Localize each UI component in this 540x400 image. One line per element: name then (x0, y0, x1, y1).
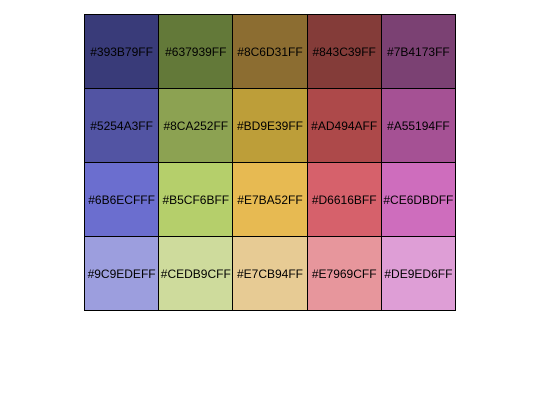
color-palette-grid: #393B79FF #637939FF #8C6D31FF #843C39FF … (84, 14, 456, 311)
swatch-hex-label: #8CA252FF (163, 119, 228, 133)
swatch-hex-label: #637939FF (165, 45, 226, 59)
swatch-hex-label: #DE9ED6FF (384, 267, 452, 281)
swatch-hex-label: #B5CF6BFF (162, 193, 229, 207)
swatch-hex-label: #AD494AFF (311, 119, 377, 133)
color-swatch: #E7BA52FF (233, 163, 307, 237)
swatch-hex-label: #BD9E39FF (237, 119, 303, 133)
swatch-hex-label: #E7969CFF (312, 267, 377, 281)
swatch-hex-label: #A55194FF (387, 119, 450, 133)
swatch-hex-label: #393B79FF (90, 45, 153, 59)
color-swatch: #5254A3FF (85, 89, 159, 163)
color-swatch: #CEDB9CFF (159, 237, 233, 311)
color-swatch: #843C39FF (308, 15, 382, 89)
color-swatch: #AD494AFF (308, 89, 382, 163)
swatch-hex-label: #D6616BFF (312, 193, 377, 207)
color-swatch: #BD9E39FF (233, 89, 307, 163)
color-swatch: #9C9EDEFF (85, 237, 159, 311)
color-swatch: #A55194FF (382, 89, 456, 163)
swatch-hex-label: #6B6ECFFF (88, 193, 155, 207)
color-swatch: #637939FF (159, 15, 233, 89)
swatch-hex-label: #5254A3FF (90, 119, 153, 133)
color-swatch: #E7969CFF (308, 237, 382, 311)
swatch-hex-label: #843C39FF (313, 45, 376, 59)
color-swatch: #DE9ED6FF (382, 237, 456, 311)
swatch-hex-label: #7B4173FF (387, 45, 450, 59)
swatch-hex-label: #E7CB94FF (237, 267, 303, 281)
color-swatch: #8C6D31FF (233, 15, 307, 89)
swatch-hex-label: #8C6D31FF (237, 45, 302, 59)
swatch-hex-label: #E7BA52FF (237, 193, 302, 207)
swatch-hex-label: #9C9EDEFF (88, 267, 156, 281)
color-swatch: #CE6DBDFF (382, 163, 456, 237)
swatch-hex-label: #CE6DBDFF (383, 193, 453, 207)
color-swatch: #7B4173FF (382, 15, 456, 89)
color-swatch: #6B6ECFFF (85, 163, 159, 237)
swatch-hex-label: #CEDB9CFF (161, 267, 231, 281)
color-swatch: #393B79FF (85, 15, 159, 89)
color-swatch: #8CA252FF (159, 89, 233, 163)
color-swatch: #B5CF6BFF (159, 163, 233, 237)
color-swatch: #E7CB94FF (233, 237, 307, 311)
color-swatch: #D6616BFF (308, 163, 382, 237)
